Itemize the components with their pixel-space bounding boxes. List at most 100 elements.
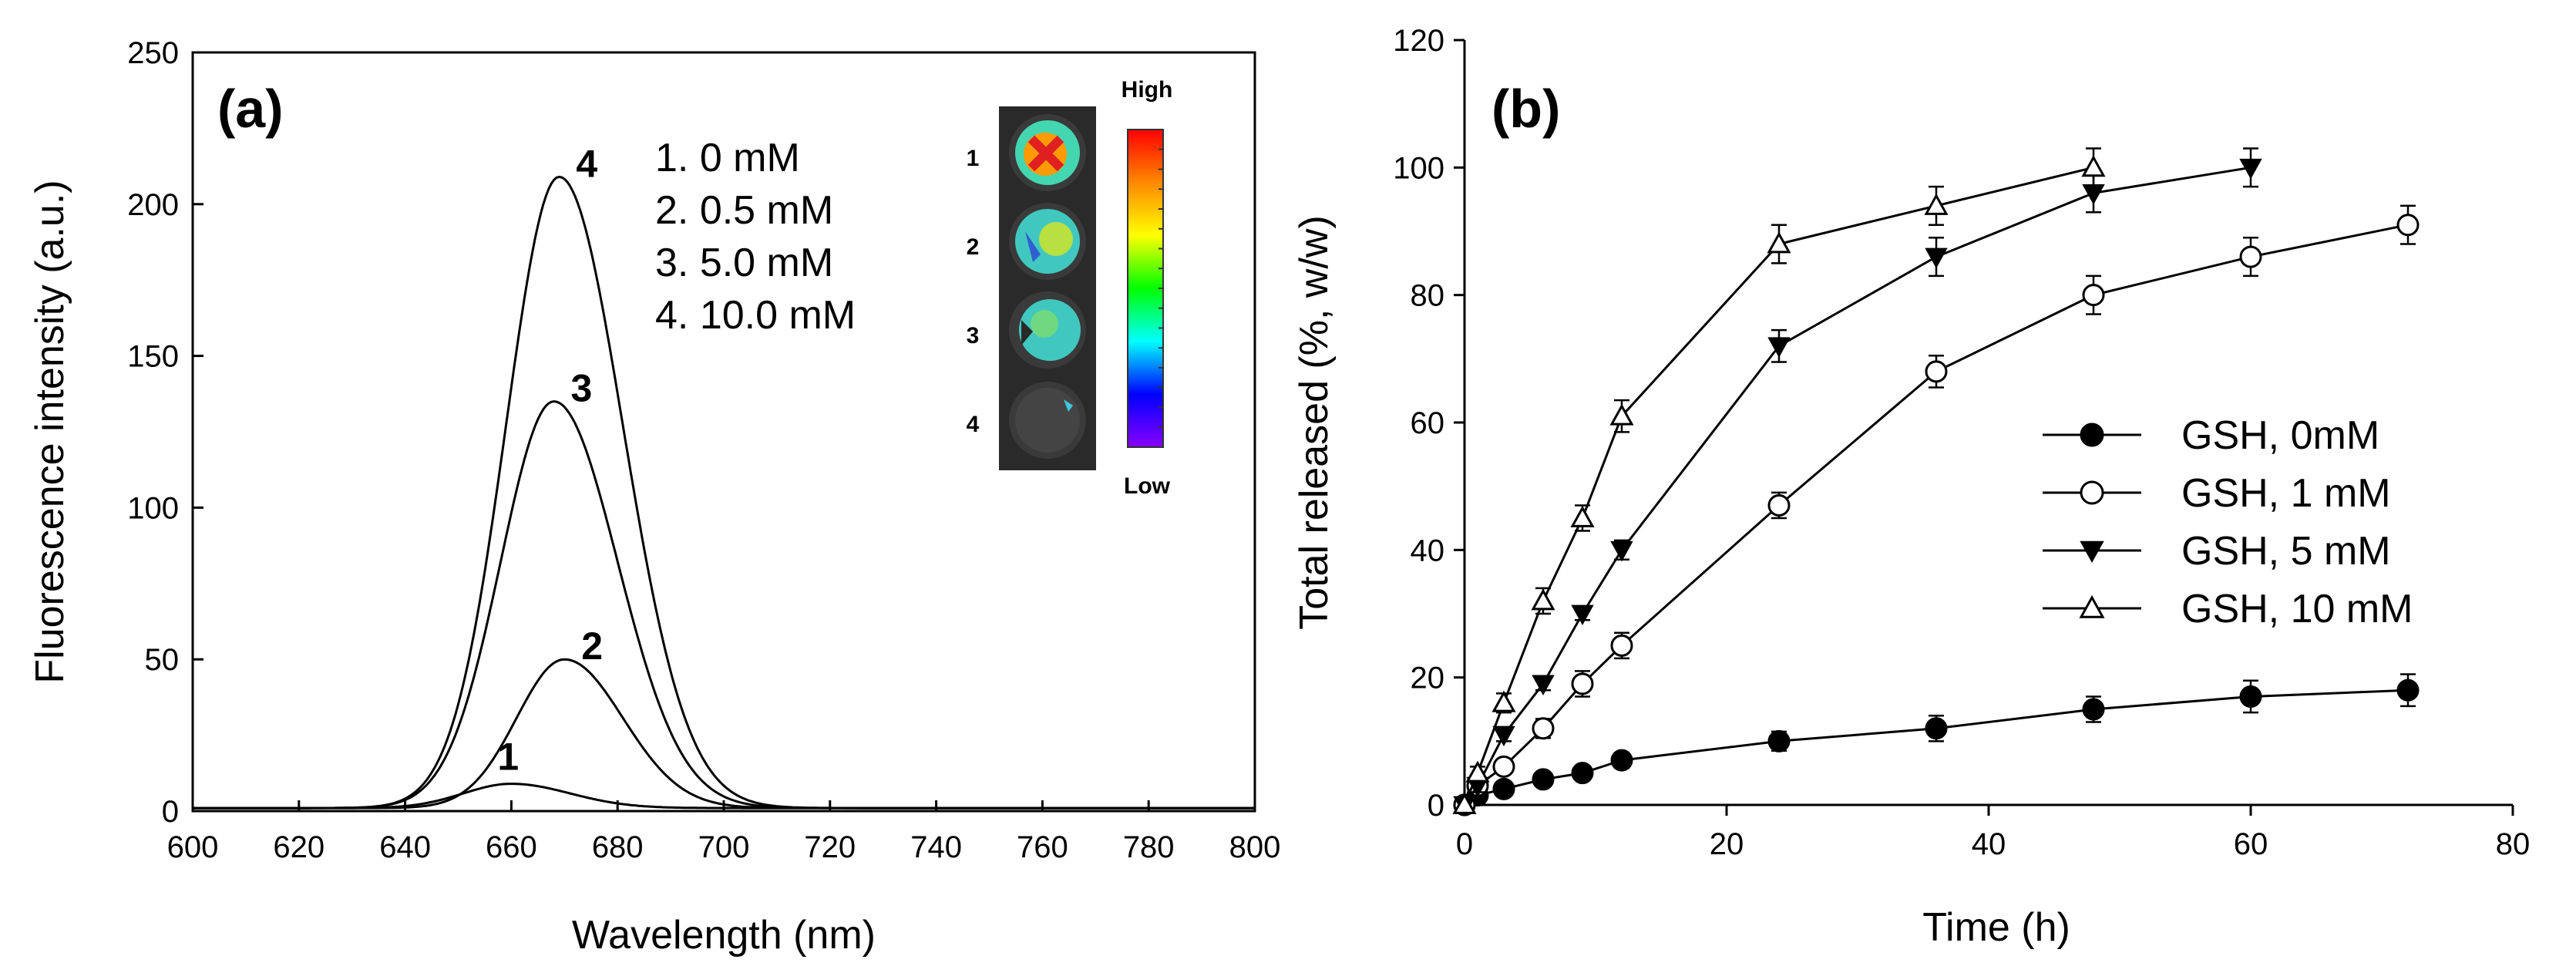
legend-item-2: GSH, 1 mM <box>2043 471 2391 516</box>
data-point <box>1767 337 1791 358</box>
panel-a-curve-labels: 1 2 3 4 <box>497 142 603 778</box>
data-point <box>2239 685 2262 708</box>
data-point <box>2239 245 2262 268</box>
panel-a-curves <box>193 175 1255 810</box>
panel-b-x-ticks: 0 20 40 60 80 <box>1456 805 2530 861</box>
concentration-item-3: 3. 5.0 mM <box>655 241 833 285</box>
panel-b-y-ticks: 0 20 40 60 80 100 120 <box>1393 24 1465 823</box>
panel-b-legend: GSH, 0mM GSH, 1 mM GSH, 5 mM GSH, 10 mM <box>2043 413 2413 631</box>
data-point <box>2082 184 2105 205</box>
data-point <box>1925 247 1948 269</box>
x-tick-label: 80 <box>2496 827 2531 861</box>
data-point <box>1465 760 1490 783</box>
y-tick-label: 100 <box>1393 151 1444 185</box>
panel-b: (b) Time (h) Total released (%, w/w) 0 20… <box>1292 24 2530 950</box>
legend-label: GSH, 0mM <box>2181 413 2379 458</box>
y-tick-label: 40 <box>1411 534 1445 567</box>
legend-label: GSH, 10 mM <box>2181 587 2413 631</box>
curve-label-4: 4 <box>576 142 597 185</box>
panel-a-y-ticks: 0 50 100 150 200 250 <box>127 36 203 829</box>
data-point <box>1610 540 1633 562</box>
data-point <box>1924 193 1949 215</box>
legend-marker <box>2080 480 2104 505</box>
y-tick-label: 200 <box>127 188 179 222</box>
legend-marker <box>2080 423 2104 447</box>
series-4 <box>1452 147 2106 814</box>
panel-a: (a) Wavelength (nm) Fluorescence intensi… <box>28 36 1280 958</box>
x-tick-label: 0 <box>1456 827 1473 861</box>
color-scale-low-label: Low <box>1124 473 1171 499</box>
data-point <box>1492 755 1515 778</box>
well-label-2: 2 <box>967 234 980 260</box>
color-scale-high-label: High <box>1122 77 1173 103</box>
well-label-3: 3 <box>967 323 980 348</box>
x-tick-label: 700 <box>698 830 750 864</box>
legend-marker <box>2080 540 2104 564</box>
data-point <box>1571 604 1594 626</box>
data-point <box>1452 792 1477 814</box>
x-tick-label: 20 <box>1710 827 1744 861</box>
data-point <box>1610 634 1633 657</box>
data-point <box>1925 717 1948 740</box>
data-point <box>1610 749 1633 772</box>
x-tick-label: 740 <box>910 830 962 864</box>
panel-a-y-axis-label: Fluorescence intensity (a.u.) <box>28 180 72 683</box>
data-point <box>1492 726 1515 747</box>
data-point <box>1767 493 1791 517</box>
y-tick-label: 0 <box>1428 789 1444 823</box>
series-3 <box>1453 147 2262 817</box>
data-point <box>1531 588 1555 611</box>
y-tick-label: 50 <box>145 643 180 677</box>
data-point <box>1767 231 1791 254</box>
data-point <box>1491 690 1516 712</box>
data-point <box>2082 698 2105 721</box>
concentration-item-4: 4. 10.0 mM <box>655 293 856 338</box>
panel-b-y-axis-label: Total released (%, w/w) <box>1292 215 1337 630</box>
color-scale-bar <box>1127 129 1164 448</box>
data-point <box>1492 777 1515 800</box>
series-1 <box>1453 673 2420 816</box>
y-tick-label: 120 <box>1393 24 1444 58</box>
panel-a-x-axis-label: Wavelength (nm) <box>572 913 876 958</box>
x-tick-label: 660 <box>486 830 537 864</box>
series-line <box>1464 689 2409 806</box>
well-3-dark-spot <box>1021 320 1033 345</box>
data-point <box>1571 672 1594 695</box>
x-tick-label: 640 <box>379 830 431 864</box>
x-tick-label: 620 <box>273 830 325 864</box>
data-point <box>2082 284 2105 307</box>
spectrum-curve-4 <box>193 175 1255 810</box>
well-4-spot <box>1064 399 1073 412</box>
well-3-hotspot <box>1031 310 1058 338</box>
well-label-4: 4 <box>967 412 980 437</box>
panel-a-label: (a) <box>217 79 284 139</box>
well-2-low-spot <box>1025 231 1041 262</box>
data-point <box>2396 214 2420 237</box>
color-scale-ticks <box>1159 129 1163 448</box>
data-point <box>1532 768 1555 791</box>
data-point <box>2396 678 2420 702</box>
legend-item-3: GSH, 5 mM <box>2043 529 2391 574</box>
well-2-hotspot <box>1039 222 1073 256</box>
curve-label-3: 3 <box>571 367 593 410</box>
legend-label: GSH, 1 mM <box>2181 471 2391 516</box>
data-point <box>2081 155 2106 177</box>
data-point <box>1571 762 1594 785</box>
legend-marker <box>2079 594 2105 618</box>
panel-a-x-ticks: 600 620 640 660 680 700 720 740 760 780 800 <box>167 800 1280 864</box>
x-tick-label: 760 <box>1017 830 1068 864</box>
well-label-1: 1 <box>967 146 980 171</box>
panel-b-series <box>1452 147 2420 817</box>
x-tick-label: 60 <box>2234 827 2268 861</box>
x-tick-label: 780 <box>1123 830 1175 864</box>
data-point <box>1532 717 1555 740</box>
series-2 <box>1453 204 2420 816</box>
y-tick-label: 100 <box>127 491 179 525</box>
x-tick-label: 720 <box>804 830 856 864</box>
concentration-item-2: 2. 0.5 mM <box>655 188 833 233</box>
data-point <box>1570 505 1595 527</box>
well-1-hotspot <box>1027 135 1064 172</box>
panel-b-label: (b) <box>1491 79 1560 139</box>
y-tick-label: 250 <box>127 36 179 70</box>
